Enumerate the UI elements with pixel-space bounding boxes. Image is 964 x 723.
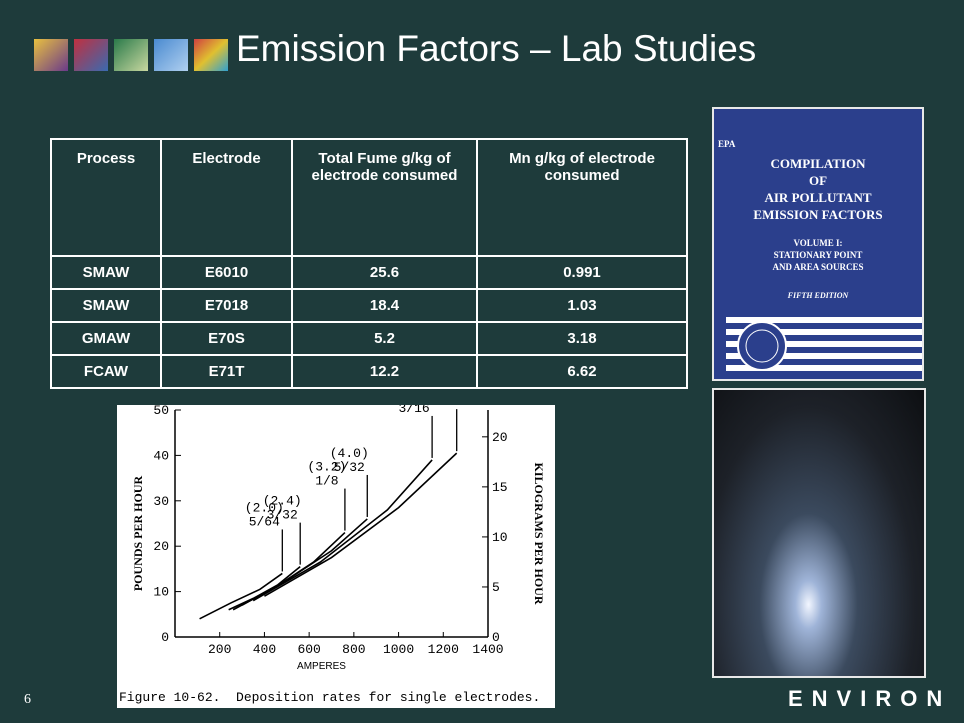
y-tick-label: 30 (153, 494, 169, 509)
annotation-metric: (4.0) (330, 446, 369, 461)
y-tick-label: 0 (161, 630, 169, 645)
table-cell: 25.6 (291, 255, 478, 290)
annotation-metric: (3.2) (307, 460, 346, 475)
x-tick-label: 600 (297, 642, 320, 657)
emission-table: Process Electrode Total Fume g/kg of ele… (50, 138, 688, 389)
table-cell: E6010 (160, 255, 293, 290)
annotation-size: 3/16 (398, 405, 429, 416)
y-tick-label: 10 (153, 585, 169, 600)
annotation-size: 5/32 (334, 460, 365, 475)
table-cell: 0.991 (476, 255, 688, 290)
y2-tick-label: 5 (492, 580, 500, 595)
figure-background (117, 405, 555, 708)
table-cell: 1.03 (476, 288, 688, 323)
y-tick-label: 50 (153, 405, 169, 418)
annotation-metric: (2.0) (245, 500, 284, 515)
book-volume-line: VOLUME I: (793, 238, 843, 248)
title-icons (34, 39, 228, 71)
x-axis-label: AMPERES (297, 661, 346, 672)
y-tick-label: 40 (153, 448, 169, 463)
table-row: SMAW E6010 25.6 0.991 (50, 255, 688, 290)
table-cell: 5.2 (291, 321, 478, 356)
deposition-curve (264, 452, 458, 597)
y2-tick-label: 15 (492, 480, 508, 495)
book-title-line: EMISSION FACTORS (753, 207, 883, 222)
y-axis-label: POUNDS PER HOUR (131, 476, 145, 592)
book-volume-line: AND AREA SOURCES (772, 262, 864, 272)
table-row: SMAW E7018 18.4 1.03 (50, 288, 688, 323)
header-cell: Total Fume g/kg of electrode consumed (291, 138, 478, 257)
book-volume-line: STATIONARY POINT (773, 250, 863, 260)
annotation-metric: (2.4) (263, 494, 302, 509)
annotation-size: 1/8 (315, 474, 338, 489)
book-title-line: AIR POLLUTANT (764, 190, 872, 205)
deposition-curve (199, 572, 283, 620)
book-stripes (726, 317, 922, 371)
table-row: FCAW E71T 12.2 6.62 (50, 354, 688, 389)
slide-number: 6 (24, 692, 31, 707)
header-cell: Process (50, 138, 162, 257)
x-tick-label: 1000 (383, 642, 414, 657)
table-cell: SMAW (50, 288, 162, 323)
header-cell: Electrode (160, 138, 293, 257)
x-tick-label: 200 (208, 642, 231, 657)
table-cell: E70S (160, 321, 293, 356)
y-tick-label: 20 (153, 539, 169, 554)
y2-tick-label: 10 (492, 530, 508, 545)
table-cell: E7018 (160, 288, 293, 323)
deposition-curve (241, 518, 368, 606)
header-row: Process Electrode Total Fume g/kg of ele… (50, 138, 688, 257)
book-title-line: OF (808, 173, 828, 188)
y2-tick-label: 0 (492, 630, 500, 645)
annotation-size: 5/64 (249, 514, 280, 529)
deposition-figure: 0 10 20 30 40 50 0 5 10 15 20 200 400 600 800 1000 1200 1… (117, 405, 555, 708)
table-cell: 18.4 (291, 288, 478, 323)
table-cell: FCAW (50, 354, 162, 389)
book-edition: FIFTH EDITION (787, 291, 849, 300)
annotation-size: 3/32 (267, 508, 298, 523)
slide-title: Emission Factors – Lab Studies (236, 28, 757, 69)
book-title-line: COMPILATION (770, 156, 866, 171)
annotation-size: 7/32 (423, 405, 454, 409)
book-title: COMPILATION OF AIR POLLUTANT EMISSION FACTO… (714, 155, 922, 223)
book-cover: EPA COMPILATION OF AIR POLLUTANT EMISSION F… (712, 107, 924, 381)
y2-axis-label: KILOGRAMS PER HOUR (532, 462, 546, 604)
deposition-curve (252, 459, 433, 602)
x-tick-label: 400 (253, 642, 276, 657)
table-cell: 3.18 (476, 321, 688, 356)
agency: EPA (718, 139, 736, 149)
logo: ENVIRON (788, 686, 952, 711)
x-tick-label: 1400 (472, 642, 503, 657)
table-cell: 6.62 (476, 354, 688, 389)
table-cell: SMAW (50, 255, 162, 290)
figure-caption: Figure 10-62. Deposition rates for singl… (119, 690, 540, 705)
header-cell: Mn g/kg of electrode consumed (476, 138, 688, 257)
table-cell: GMAW (50, 321, 162, 356)
book-volume: VOLUME I: STATIONARY POINT AND AREA SOURCE… (714, 237, 922, 273)
table-cell: 12.2 (291, 354, 478, 389)
y2-tick-label: 20 (492, 430, 508, 445)
welding-photo (712, 388, 926, 678)
table-row: GMAW E70S 5.2 3.18 (50, 321, 688, 356)
table-cell: E71T (160, 354, 293, 389)
x-tick-label: 1200 (428, 642, 459, 657)
x-tick-label: 800 (342, 642, 365, 657)
